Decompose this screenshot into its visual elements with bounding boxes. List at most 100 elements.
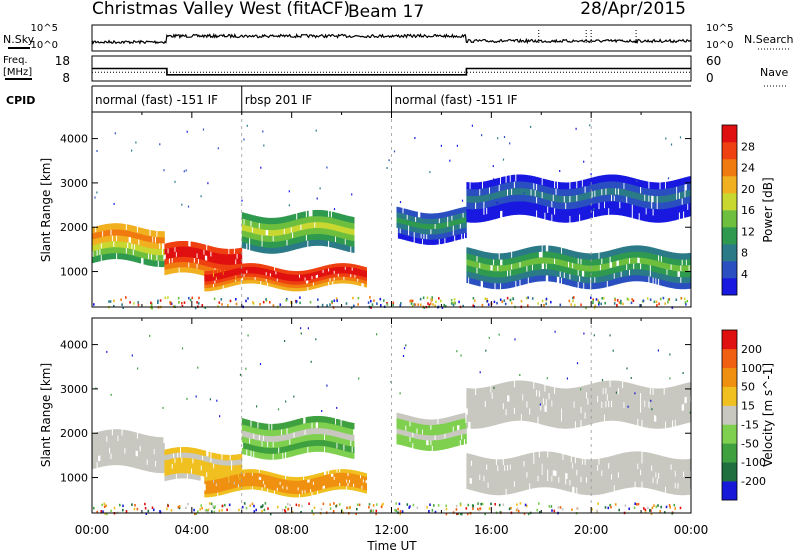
heatmap-cell (229, 279, 232, 284)
heatmap-cell (630, 245, 632, 252)
heatmap-cell (97, 225, 100, 233)
heatmap-cell (119, 453, 122, 460)
heatmap-cell (237, 248, 240, 254)
noise-point (670, 143, 673, 146)
heatmap-cell (573, 188, 575, 196)
heatmap-cell (196, 258, 198, 264)
heatmap-cell (226, 277, 229, 281)
heatmap-cell (524, 254, 527, 261)
heatmap-cell (562, 182, 564, 190)
heatmap-cell (470, 209, 473, 216)
heatmap-cell (169, 268, 172, 274)
heatmap-cell (351, 280, 354, 285)
heatmap-cell (112, 435, 115, 442)
heatmap-cell (453, 224, 456, 231)
heatmap-cell (318, 270, 320, 275)
heatmap-cell (685, 210, 688, 218)
heatmap-cell (99, 255, 101, 262)
heatmap-cell (288, 233, 291, 240)
heatmap-cell (304, 273, 306, 278)
heatmap-cell (208, 274, 211, 278)
heatmap-cell (660, 189, 663, 196)
heatmap-cell (489, 276, 492, 283)
heatmap-cell (132, 443, 135, 450)
heatmap-cell (174, 463, 176, 469)
heatmap-cell (632, 198, 635, 206)
heatmap-cell (581, 186, 584, 194)
heatmap-cell (112, 246, 115, 254)
heatmap-cell (524, 188, 527, 196)
heatmap-cell (221, 285, 223, 289)
heatmap-cell (587, 205, 589, 213)
noise-point (411, 299, 414, 303)
noise-point (471, 124, 473, 127)
heatmap-cell (679, 253, 682, 260)
heatmap-cell (434, 218, 436, 225)
heatmap-cell (223, 480, 226, 485)
heatmap-cell (455, 219, 457, 225)
heatmap-cell (181, 467, 183, 474)
heatmap-cell (610, 273, 613, 280)
heatmap-cell (343, 279, 345, 284)
heatmap-cell (143, 258, 146, 265)
heatmap-cell (587, 259, 589, 266)
heatmap-cell (331, 241, 334, 248)
noise-point (393, 150, 396, 153)
heatmap-cell (229, 259, 232, 265)
heatmap-cell (624, 252, 627, 259)
heatmap-cell (97, 461, 100, 468)
heatmap-cell (149, 247, 151, 254)
heatmap-cell (161, 237, 164, 244)
heatmap-cell (244, 482, 247, 487)
heatmap-cell (283, 279, 286, 284)
heatmap-cell (263, 274, 266, 279)
heatmap-cell (514, 181, 517, 189)
heatmap-cell (194, 448, 197, 454)
heatmap-cell (187, 246, 190, 252)
heatmap-cell (192, 257, 194, 263)
heatmap-cell (641, 206, 643, 214)
heatmap-cell (548, 193, 550, 201)
heatmap-cell (283, 222, 286, 229)
heatmap-cell (595, 203, 598, 211)
heatmap-cell (219, 285, 222, 290)
heatmap-cell (345, 221, 348, 228)
heatmap-cell (496, 184, 499, 192)
heatmap-cell (688, 203, 690, 210)
heatmap-cell (414, 226, 417, 233)
heatmap-cell (176, 473, 179, 479)
heatmap-cell (121, 453, 123, 460)
heatmap-cell (605, 194, 607, 202)
heatmap-cell (538, 257, 541, 264)
heatmap-cell (318, 210, 320, 217)
heatmap-cell (603, 194, 606, 202)
heatmap-cell (562, 259, 564, 267)
heatmap-cell (528, 265, 531, 272)
noise-point (527, 304, 529, 307)
heatmap-cell (352, 240, 355, 247)
heatmap-cell (441, 222, 443, 229)
heatmap-cell (528, 270, 531, 278)
heatmap-cell (488, 206, 491, 214)
noise-point (432, 303, 434, 306)
heatmap-cell (301, 241, 304, 248)
heatmap-cell (444, 217, 446, 223)
heatmap-cell (664, 201, 667, 209)
heatmap-cell (169, 242, 172, 248)
heatmap-cell (93, 432, 96, 440)
heatmap-cell (480, 188, 482, 196)
heatmap-cell (613, 207, 616, 215)
heatmap-cell (300, 277, 302, 282)
heatmap-cell (136, 456, 139, 463)
heatmap-cell (204, 466, 207, 472)
heatmap-cell (280, 285, 283, 290)
heatmap-cell (503, 270, 506, 278)
heatmap-cell (144, 464, 147, 471)
heatmap-cell (187, 467, 190, 474)
heatmap-cell (290, 220, 293, 228)
heatmap-cell (639, 245, 642, 252)
heatmap-cell (183, 266, 186, 273)
heatmap-cell (115, 447, 118, 454)
heatmap-cell (624, 258, 627, 265)
heatmap-cell (147, 453, 150, 460)
